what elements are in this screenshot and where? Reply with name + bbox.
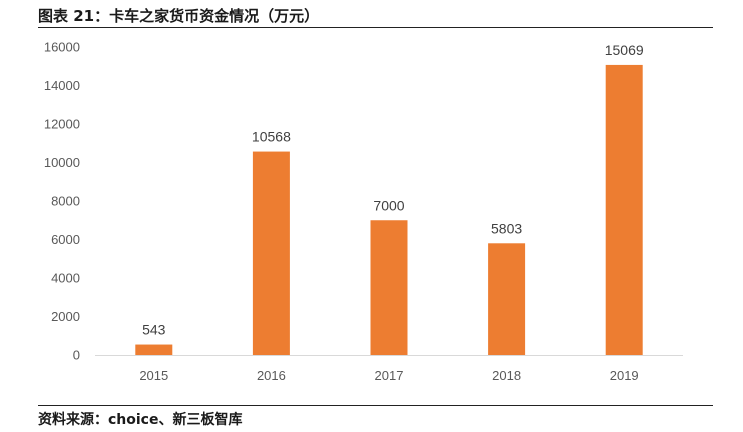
y-tick-label: 14000 [44,78,80,93]
x-axis: 2015 2016 2017 2018 2019 [95,355,683,383]
bar-2016 [252,151,290,355]
top-rule [38,27,713,28]
data-label-2016: 10568 [252,129,291,145]
data-label-2017: 7000 [373,197,404,213]
data-label-2015: 543 [142,322,166,338]
x-tick-label-2018: 2018 [492,368,521,383]
x-tick-label-2015: 2015 [139,368,168,383]
bar-2017 [370,220,408,355]
y-tick-label: 0 [73,348,80,363]
bar-2018 [488,243,526,355]
bottom-rule [38,405,713,406]
x-tick-label-2017: 2017 [375,368,404,383]
bar-2019 [605,64,643,355]
y-tick-label: 4000 [51,271,80,286]
y-tick-label: 16000 [44,40,80,55]
y-tick-label: 12000 [44,117,80,132]
y-tick-label: 2000 [51,309,80,324]
source-note: 资料来源：choice、新三板智库 [38,412,243,428]
bar-2015 [135,344,173,355]
data-label-2019: 15069 [605,42,644,58]
figure-title: 图表 21：卡车之家货币资金情况（万元） [38,7,320,25]
data-labels: 543 10568 7000 5803 15069 [142,42,644,338]
x-tick-label-2016: 2016 [257,368,286,383]
y-tick-label: 10000 [44,155,80,170]
y-axis-labels: 0 2000 4000 6000 8000 10000 12000 14000 16000 [44,40,80,363]
x-tick-label-2019: 2019 [610,368,639,383]
data-label-2018: 5803 [491,220,522,236]
y-tick-label: 8000 [51,194,80,209]
bars [135,64,643,355]
y-tick-label: 6000 [51,232,80,247]
